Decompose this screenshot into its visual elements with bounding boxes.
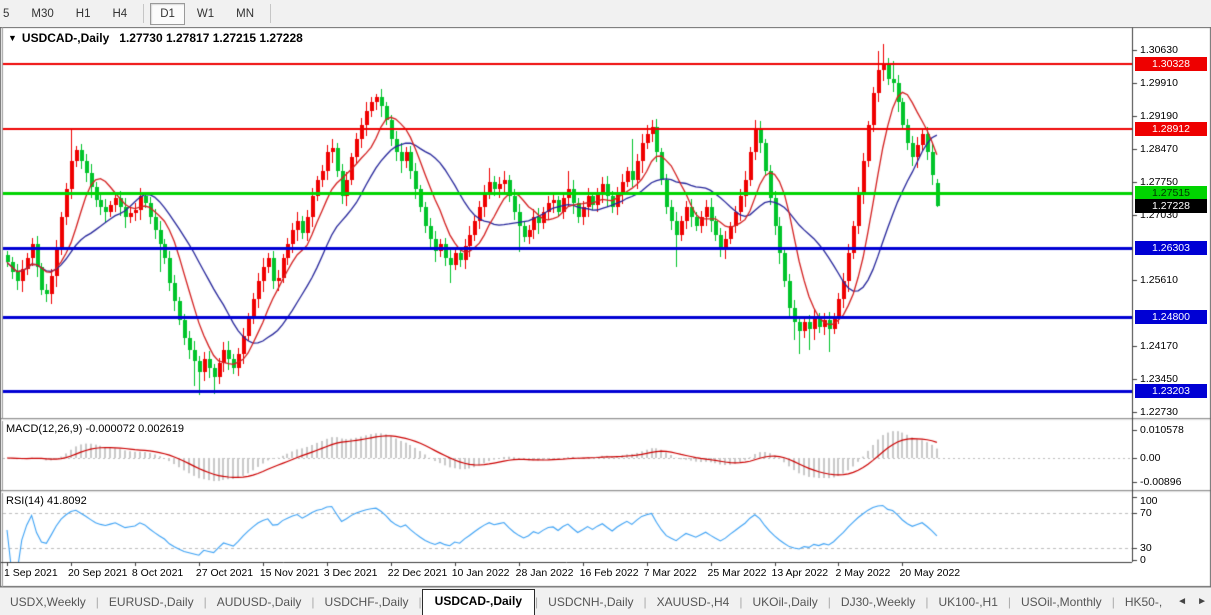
price-tick-label: 1.24170 [1140,340,1178,353]
chart-canvas[interactable] [0,27,1211,587]
date-tick-label: 28 Jan 2022 [515,567,574,579]
rsi-tick-label: 100 [1140,495,1158,507]
chart-tabs: USDX,Weekly | EURUSD-,Daily | AUDUSD-,Daily |… [0,588,1172,615]
chart-ohlc-values: 1.27730 1.27817 1.27215 1.27228 [119,31,303,45]
date-tick-label: 25 Mar 2022 [707,567,767,579]
date-tick-label: 7 Mar 2022 [643,567,697,579]
price-tick-label: 1.30630 [1140,44,1178,56]
hline-price-badge: 1.24800 [1135,310,1207,325]
chart-tab-usdcad-daily[interactable]: USDCAD-,Daily [421,589,536,615]
price-tick-label: 1.28470 [1140,143,1178,156]
chart-tab-xauusd-h4[interactable]: XAUUSD-,H4 [656,594,730,609]
chart-tab-usoil-monthly[interactable]: USOil-,Monthly [1021,594,1102,609]
hline-price-badge: 1.30328 [1135,56,1207,71]
chart-window: ▼ USDCAD-,Daily 1.27730 1.27817 1.27215 1.… [0,27,1211,587]
macd-tick-label: 0.00 [1140,452,1161,464]
chart-tab-usdcnh-daily[interactable]: USDCNH-,Daily [548,594,634,609]
macd-tick-label: 0.010578 [1140,424,1184,436]
date-tick-label: 3 Dec 2021 [323,567,378,579]
tab-separator: | [827,594,831,609]
macd-indicator-label: MACD(12,26,9) -0.000072 0.002619 [6,423,184,435]
date-tick-label: 20 Sep 2021 [67,567,128,579]
chart-tab-eurusd-daily[interactable]: EURUSD-,Daily [108,594,194,609]
tab-separator: | [311,594,315,609]
chart-dropdown-icon[interactable]: ▼ [8,33,17,43]
date-tick-label: 22 Dec 2021 [387,567,448,579]
tab-separator: | [739,594,743,609]
timeframe-toolbar: 5 M30 H1 H4 D1 W1 MN [0,0,1211,28]
toolbar-separator [143,4,145,23]
chart-title[interactable]: ▼ USDCAD-,Daily 1.27730 1.27817 1.27215 1.… [8,31,303,45]
chart-symbol-label: USDCAD-,Daily [21,31,110,45]
hline-price-badge: 1.27515 [1135,185,1207,200]
timeframe-button-m30[interactable]: M30 [31,7,54,20]
toolbar-separator [270,4,272,23]
hline-price-badge: 1.26303 [1135,241,1207,256]
rsi-tick-label: 70 [1140,506,1152,519]
price-tick-label: 1.29910 [1140,77,1178,90]
timeframe-button-mn[interactable]: MN [236,7,255,20]
tab-separator: | [1111,594,1115,609]
timeframe-button-d1[interactable]: D1 [150,2,185,25]
tab-scrollers: ◄ ► [1172,593,1211,610]
chart-tab-bar: USDX,Weekly | EURUSD-,Daily | AUDUSD-,Daily |… [0,587,1211,615]
price-tick-label: 1.29190 [1140,110,1178,123]
date-tick-label: 15 Nov 2021 [259,567,320,579]
rsi-indicator-label: RSI(14) 41.8092 [6,495,87,507]
current-price-badge: 1.27228 [1135,199,1207,214]
tab-separator: | [535,594,539,609]
tab-separator: | [203,594,207,609]
tab-separator: | [418,594,422,609]
date-tick-label: 2 May 2022 [835,567,891,579]
date-tick-label: 20 May 2022 [899,567,961,579]
date-tick-label: 16 Feb 2022 [579,567,639,579]
tab-separator: | [1007,594,1011,609]
timeframe-button-h1[interactable]: H1 [75,7,91,20]
chart-tab-usdchf-daily[interactable]: USDCHF-,Daily [324,594,409,609]
price-tick-label: 1.27750 [1140,176,1178,189]
tab-separator: | [643,594,647,609]
macd-tick-label: -0.00896 [1140,475,1182,488]
chart-tab-audusd-daily[interactable]: AUDUSD-,Daily [216,594,302,609]
tab-scroll-left-icon[interactable]: ◄ [1177,596,1188,607]
date-tick-label: 13 Apr 2022 [771,567,829,579]
hline-price-badge: 1.28912 [1135,121,1207,136]
tab-separator: | [95,594,99,609]
price-tick-label: 1.22730 [1140,406,1178,419]
hline-price-badge: 1.23203 [1135,383,1207,398]
timeframe-button-w1[interactable]: W1 [196,7,215,20]
tab-scroll-right-icon[interactable]: ► [1197,596,1207,607]
chart-tab-uk100-h1[interactable]: UK100-,H1 [938,594,998,609]
date-tick-label: 8 Oct 2021 [131,567,184,579]
timeframe-button-5[interactable]: 5 [3,7,10,20]
date-tick-label: 1 Sep 2021 [4,567,58,579]
rsi-tick-label: 0 [1140,554,1146,566]
price-tick-label: 1.25610 [1140,274,1178,287]
price-tick-label: 1.23450 [1140,373,1178,386]
tab-separator: | [925,594,929,609]
chart-tab-dj30-weekly[interactable]: DJ30-,Weekly [840,594,916,609]
chart-tab-hk50[interactable]: HK50-, [1124,594,1163,609]
rsi-tick-label: 30 [1140,541,1152,554]
chart-tab-ukoil-daily[interactable]: UKOil-,Daily [752,594,818,609]
date-tick-label: 27 Oct 2021 [195,567,254,579]
date-tick-label: 10 Jan 2022 [451,567,510,579]
chart-tab-usdx-weekly[interactable]: USDX,Weekly [10,594,86,609]
timeframe-button-h4[interactable]: H4 [112,7,128,20]
